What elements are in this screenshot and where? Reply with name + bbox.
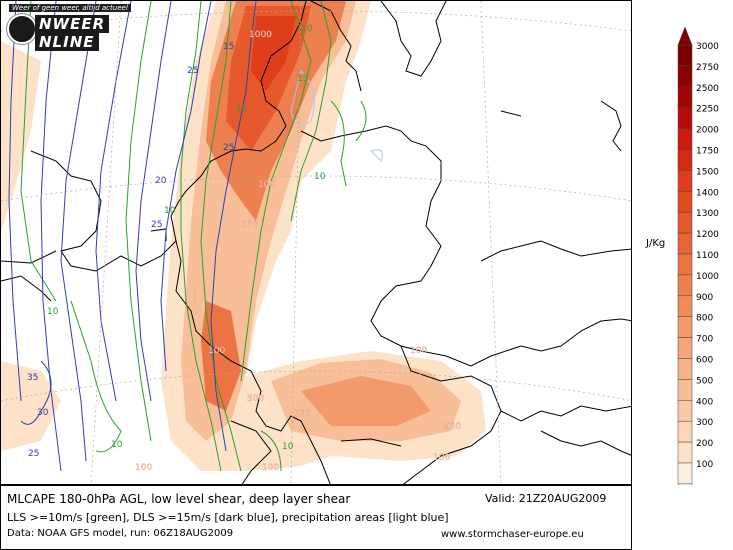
caption-data-source: Data: NOAA GFS model, run: 06Z18AUG2009 (7, 528, 234, 539)
lls-labels: 10 15 15 10 10 10 10 10 (47, 24, 326, 452)
cape-contour-label: 100 (241, 220, 258, 230)
legend-swatch (677, 420, 693, 443)
legend-swatch (677, 170, 693, 192)
dls-contours (8, 1, 257, 472)
legend-tick-label: 1200 (696, 230, 719, 240)
dls-contour-label: 25 (151, 220, 162, 230)
legend-swatch (677, 44, 693, 67)
legend-swatch (677, 107, 693, 129)
legend-tick-label: 200 (696, 439, 713, 449)
legend-swatch (677, 274, 693, 297)
legend-swatch (677, 65, 693, 88)
lls-contour-label: 10 (301, 24, 313, 34)
legend-swatch (677, 379, 693, 401)
legend-swatch (677, 128, 693, 150)
grid-lines (1, 1, 631, 484)
legend-swatch (677, 316, 693, 338)
legend-tick-label: 2750 (696, 63, 719, 73)
legend-colorbar (677, 26, 693, 485)
legend-min-arrow (677, 483, 693, 485)
legend-tick-label: 2250 (696, 105, 719, 115)
logo-word1: NWEER (35, 15, 110, 33)
valid-time: Valid: 21Z20AUG2009 (485, 492, 607, 505)
lls-contour-label: 10 (47, 307, 59, 317)
lls-contour-label: 10 (314, 172, 326, 182)
legend-tick-label: 800 (696, 314, 713, 324)
legend-tick-label: 2500 (696, 84, 719, 94)
caption-panel: MLCAPE 180-0hPa AGL, low level shear, de… (0, 485, 632, 550)
source-url: www.stormchaser-europe.eu (441, 529, 584, 540)
caption-title: MLCAPE 180-0hPa AGL, low level shear, de… (7, 492, 351, 506)
lls-contour-label: 10 (282, 442, 294, 452)
weather-map: 1000 100 100 100 500 100 100 500 100 100 100 10 15 1… (0, 0, 632, 485)
cape-contour-label: 1000 (249, 30, 272, 40)
legend-swatch (677, 86, 693, 108)
cape-contour-label: 100 (262, 463, 279, 473)
legend-swatch (677, 149, 693, 171)
lls-contour-label: 15 (236, 104, 247, 114)
lls-contour-label: 15 (297, 74, 308, 84)
legend-swatch (677, 400, 693, 422)
legend-tick-label: 100 (696, 460, 713, 470)
coastlines (1, 1, 631, 484)
caption-legend-text: LLS >=10m/s [green], DLS >=15m/s [dark b… (7, 511, 449, 524)
legend-swatch (677, 211, 693, 234)
legend-tick-labels: 3000 2750 2500 2250 2000 1750 1500 1400 1300 1200… (696, 42, 719, 470)
legend-tick-label: 1500 (696, 167, 719, 177)
dls-contour-label: 25 (223, 143, 234, 153)
logo-word2: NLINE (35, 33, 99, 51)
cape-contour-label: 100 (135, 463, 152, 473)
legend-swatch (677, 253, 693, 276)
logo-tagline: Weer of geen weer, altijd actueel (9, 4, 131, 12)
legend-tick-label: 1750 (696, 147, 719, 157)
legend-swatch (677, 462, 693, 485)
legend-swatch (677, 295, 693, 317)
legend-tick-label: 600 (696, 356, 713, 366)
legend-tick-label: 1300 (696, 209, 719, 219)
dls-contour-label: 30 (37, 408, 49, 418)
cape-contour-label: 500 (444, 422, 461, 432)
cape-contour-label: 100 (258, 180, 275, 190)
cape-contour-label: 100 (208, 346, 225, 356)
legend-tick-label: 400 (696, 397, 713, 407)
precip-areas (290, 70, 383, 162)
lls-contour-label: 10 (111, 440, 123, 450)
cape-legend: 3000 2750 2500 2250 2000 1750 1500 1400 1300 1200… (677, 26, 719, 485)
legend-swatch (677, 441, 693, 464)
legend-swatch (677, 358, 693, 380)
legend-max-arrow (677, 26, 693, 46)
legend-tick-label: 1000 (696, 272, 719, 282)
legend-swatch (677, 191, 693, 213)
cape-contour-label: 500 (247, 394, 264, 404)
onweer-online-logo: Weer of geen weer, altijd actueel NWEER … (3, 3, 163, 53)
legend-tick-label: 900 (696, 293, 713, 303)
cape-contour-label: 100 (433, 453, 450, 463)
logo-circle-icon (7, 14, 37, 44)
legend-tick-label: 1400 (696, 188, 719, 198)
legend-tick-label: 2000 (696, 126, 719, 136)
cape-contour-label: 100 (294, 409, 311, 419)
legend-tick-label: 300 (696, 418, 713, 428)
lls-contours (20, 1, 367, 472)
cape-labels: 1000 100 100 100 500 100 100 500 100 100 100 (135, 30, 462, 473)
dls-contour-label: 15 (223, 42, 234, 52)
dls-labels: 25 25 20 25 35 30 25 15 (27, 42, 234, 459)
cape-shading (1, 1, 486, 471)
legend-tick-label: 3000 (696, 42, 719, 52)
dls-contour-label: 25 (28, 449, 39, 459)
legend-unit: J/Kg (646, 238, 666, 249)
cape-contour-label: 100 (410, 346, 427, 356)
legend-tick-label: 500 (696, 376, 713, 386)
dls-contour-label: 25 (187, 66, 198, 76)
lls-contour-label: 10 (164, 206, 176, 216)
legend-swatch (677, 337, 693, 359)
legend-tick-label: 1100 (696, 251, 719, 261)
legend-tick-label: 700 (696, 335, 713, 345)
dls-contour-label: 35 (27, 373, 38, 383)
dls-contour-label: 20 (155, 176, 167, 186)
legend-swatch (677, 232, 693, 255)
